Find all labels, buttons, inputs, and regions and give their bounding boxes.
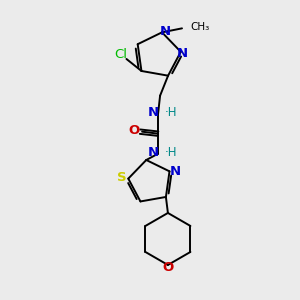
Text: CH₃: CH₃	[190, 22, 209, 32]
Text: N: N	[148, 146, 159, 159]
Text: O: O	[128, 124, 140, 137]
Text: N: N	[177, 47, 188, 60]
Text: N: N	[148, 106, 159, 119]
Text: ·H: ·H	[165, 106, 178, 119]
Text: N: N	[159, 25, 171, 38]
Text: O: O	[162, 262, 173, 275]
Text: Cl: Cl	[114, 49, 127, 62]
Text: N: N	[170, 165, 181, 178]
Text: ·H: ·H	[165, 146, 178, 159]
Text: S: S	[118, 171, 127, 184]
